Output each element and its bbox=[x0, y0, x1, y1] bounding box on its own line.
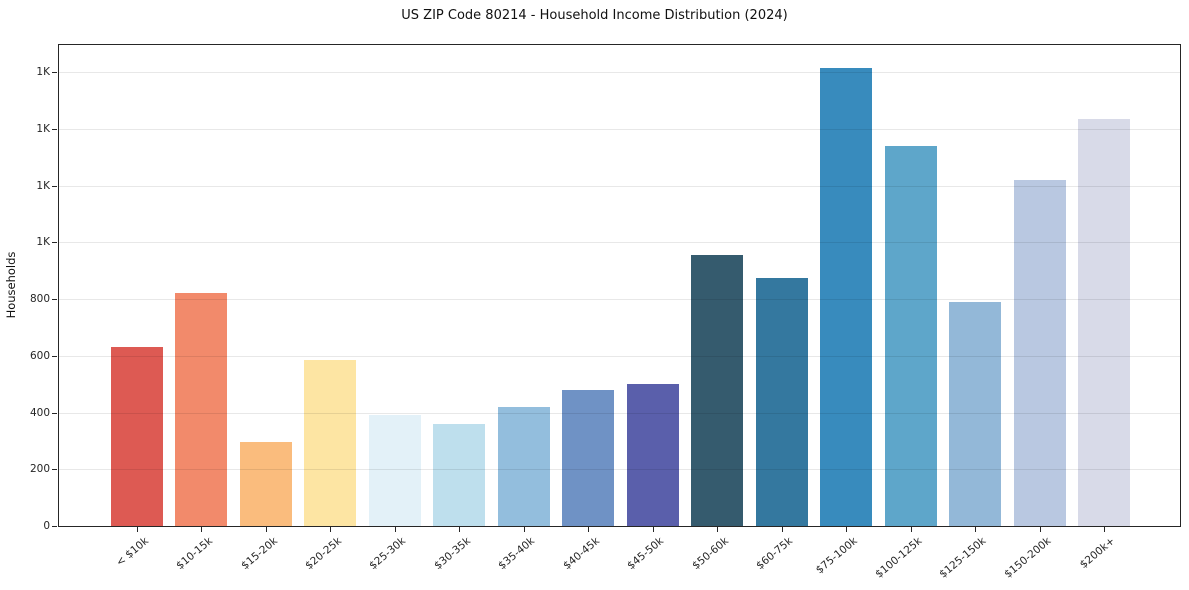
x-tick-label: $125-150k bbox=[937, 535, 989, 581]
y-tick-label: 1K bbox=[36, 122, 50, 135]
bar bbox=[820, 68, 873, 526]
x-tick-label: $15-20k bbox=[238, 535, 280, 573]
bar bbox=[884, 146, 937, 526]
y-tick-label: 1K bbox=[36, 179, 50, 192]
x-tick-mark bbox=[717, 527, 719, 532]
y-tick-mark bbox=[52, 355, 57, 357]
bar bbox=[949, 301, 1001, 526]
x-tick-mark bbox=[330, 527, 332, 532]
x-tick-mark bbox=[1104, 527, 1105, 532]
y-tick-mark bbox=[52, 185, 57, 187]
chart-title: US ZIP Code 80214 - Household Income Dis… bbox=[401, 8, 788, 23]
gridline bbox=[59, 469, 1180, 471]
bar bbox=[626, 384, 679, 526]
bars-layer bbox=[59, 45, 1180, 526]
bar bbox=[175, 293, 228, 526]
y-tick-mark bbox=[52, 128, 57, 130]
x-tick-label: $40-45k bbox=[561, 535, 602, 573]
x-tick-label: < $10k bbox=[113, 535, 151, 569]
bar bbox=[239, 442, 292, 526]
x-tick-mark bbox=[136, 527, 138, 532]
gridline bbox=[59, 242, 1180, 244]
bar bbox=[562, 389, 615, 526]
y-tick-mark bbox=[52, 469, 57, 471]
x-tick-mark bbox=[201, 527, 203, 532]
bar bbox=[497, 406, 550, 526]
bar bbox=[1078, 119, 1130, 526]
x-tick-mark bbox=[523, 527, 525, 532]
x-tick-label: $45-50k bbox=[625, 535, 667, 573]
x-tick-label: $35-40k bbox=[496, 535, 538, 573]
x-tick-mark bbox=[910, 527, 912, 532]
gridline bbox=[59, 72, 1180, 74]
y-tick-mark bbox=[52, 299, 57, 301]
x-tick-mark bbox=[265, 527, 267, 532]
x-tick-mark bbox=[1039, 527, 1041, 532]
bar bbox=[110, 347, 163, 526]
y-tick-label: 1K bbox=[36, 66, 50, 79]
x-tick-label: $30-35k bbox=[432, 535, 473, 573]
bar bbox=[433, 423, 486, 526]
x-tick-label: $20-25k bbox=[303, 535, 344, 573]
x-tick-mark bbox=[975, 527, 976, 532]
y-tick-label: 600 bbox=[29, 349, 50, 362]
x-tick-mark bbox=[394, 527, 396, 532]
gridline bbox=[59, 128, 1180, 130]
x-tick-mark bbox=[459, 527, 461, 532]
gridline bbox=[59, 355, 1180, 357]
bar bbox=[1013, 180, 1066, 526]
y-axis-label: Households bbox=[4, 251, 18, 319]
y-tick-label: 1K bbox=[36, 236, 50, 249]
y-tick-label: 0 bbox=[43, 520, 50, 532]
y-tick-label: 200 bbox=[29, 463, 50, 476]
bar bbox=[691, 255, 744, 526]
x-tick-label: $60-75k bbox=[754, 535, 796, 573]
x-tick-mark bbox=[781, 527, 783, 532]
x-tick-label: $50-60k bbox=[689, 535, 731, 573]
y-tick-mark bbox=[52, 72, 57, 74]
bar bbox=[304, 360, 357, 526]
bar bbox=[755, 277, 808, 526]
y-tick-label: 400 bbox=[29, 406, 50, 419]
y-tick-mark bbox=[52, 242, 57, 244]
x-tick-label: $150-200k bbox=[1002, 535, 1054, 581]
x-tick-label: $100-125k bbox=[873, 535, 925, 581]
y-tick-label: 800 bbox=[29, 293, 50, 306]
y-tick-mark bbox=[52, 412, 57, 414]
x-tick-label: $25-30k bbox=[367, 535, 409, 573]
bar bbox=[368, 415, 421, 526]
gridline bbox=[59, 412, 1180, 414]
gridline bbox=[59, 299, 1180, 301]
gridline bbox=[59, 185, 1180, 187]
x-tick-label: $200k+ bbox=[1078, 535, 1118, 571]
grid-layer bbox=[59, 45, 1180, 526]
x-tick-mark bbox=[652, 527, 654, 532]
x-tick-mark bbox=[588, 527, 590, 532]
x-tick-mark bbox=[846, 527, 848, 532]
x-tick-label: $75-100k bbox=[813, 535, 860, 577]
x-tick-label: $10-15k bbox=[174, 535, 216, 573]
y-tick-mark bbox=[52, 526, 57, 527]
